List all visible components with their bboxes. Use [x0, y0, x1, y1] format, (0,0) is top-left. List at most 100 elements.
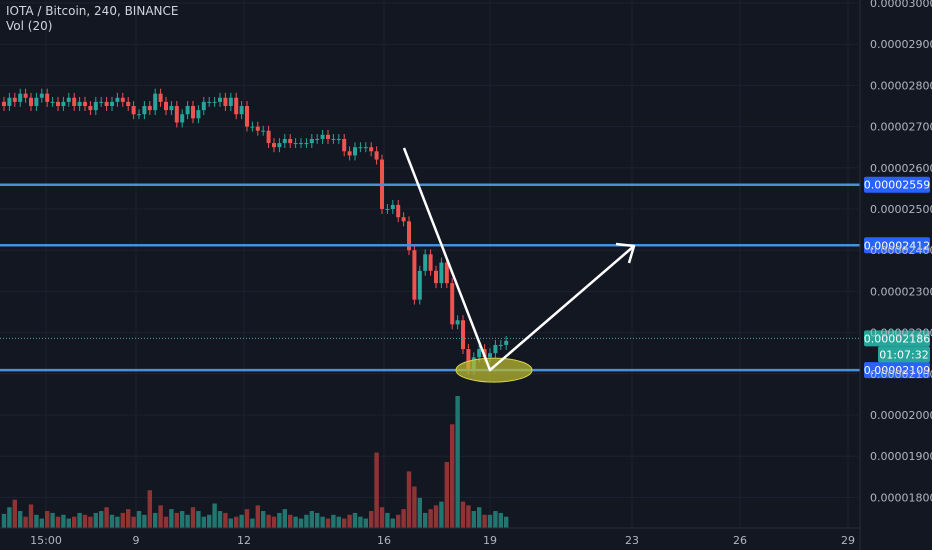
level-price-label: 0.00002109 — [864, 364, 930, 377]
candle-body — [309, 138, 314, 144]
candle-body — [169, 106, 174, 111]
candle-body — [218, 97, 222, 102]
volume-bar — [12, 499, 17, 528]
volume-bar — [450, 424, 455, 528]
candle-body — [374, 151, 379, 160]
volume-bar — [309, 511, 314, 528]
volume-bar — [190, 507, 196, 528]
volume-bar — [293, 516, 298, 528]
volume-bar — [109, 514, 115, 528]
horizontal-levels[interactable]: 0.00002559 0.00002412 0.00002109 0.00002186… — [0, 176, 930, 379]
volume-bar — [147, 490, 152, 528]
candle-body — [23, 93, 28, 98]
candle-body — [396, 204, 401, 218]
volume-bar — [34, 514, 39, 528]
volume-bar — [88, 516, 93, 528]
candle-body — [201, 101, 206, 111]
volume-bar — [417, 497, 422, 528]
candle-body — [56, 101, 60, 106]
candle-body — [434, 270, 438, 284]
candle-body — [347, 151, 352, 156]
candle-body — [466, 349, 471, 370]
candle-body — [299, 143, 303, 145]
volume-bar — [7, 507, 12, 528]
volume-bar — [315, 512, 320, 528]
candle-body — [126, 101, 131, 106]
candle-body — [412, 250, 417, 300]
candle-body — [83, 101, 87, 106]
price-tick-label: 0.00002800 — [870, 79, 932, 92]
candle-body — [228, 97, 233, 106]
level-price-badge — [864, 237, 930, 254]
candle-body — [488, 353, 492, 358]
price-tick-label: 0.00002100 — [870, 368, 932, 381]
volume-bar — [277, 512, 282, 528]
volume-bar — [228, 518, 233, 528]
candle-body — [385, 209, 390, 210]
candle-body — [196, 110, 201, 119]
volume-bar — [61, 514, 66, 528]
countdown-label: 01:07:32 — [879, 348, 928, 361]
price-axis[interactable]: 0.00003000 0.00002900 0.00002800 0.00002700… — [859, 0, 932, 550]
volume-bar — [239, 514, 244, 528]
volume-bar — [1, 513, 7, 528]
volume-bars — [1, 396, 509, 528]
candle-body — [293, 143, 298, 145]
candle-body — [88, 106, 93, 111]
candle-body — [66, 97, 71, 102]
volume-bar — [271, 516, 277, 528]
volume-bar — [77, 512, 82, 528]
candle-body — [428, 254, 433, 271]
candle-body — [104, 101, 109, 106]
volume-bar — [104, 507, 109, 528]
candle-body — [174, 106, 179, 123]
candle-body — [212, 101, 217, 103]
volume-bar — [39, 518, 44, 528]
drawing-annotations[interactable] — [402, 147, 636, 383]
candle-body — [363, 147, 368, 149]
volume-bar — [244, 509, 250, 528]
volume-bar — [460, 501, 466, 528]
candle-body — [342, 138, 347, 152]
candle-body — [158, 93, 163, 102]
ellipse-highlight — [455, 357, 533, 383]
candle-body — [266, 130, 271, 144]
candle-body — [245, 106, 249, 127]
price-tick-label: 0.00002500 — [870, 203, 932, 216]
volume-bar — [423, 512, 428, 528]
candle-body — [315, 138, 320, 140]
candle-body — [498, 344, 503, 346]
price-tick-label: 0.00002400 — [870, 244, 932, 257]
volume-bar — [347, 514, 352, 528]
volume-bar — [120, 512, 125, 528]
candle-body — [191, 106, 195, 119]
candle-body — [272, 143, 276, 148]
volume-bar — [412, 486, 417, 528]
volume-bar — [131, 516, 136, 528]
volume-bar — [288, 514, 293, 528]
time-tick-label: 29 — [841, 534, 855, 547]
volume-bar — [471, 511, 476, 528]
price-tick-label: 0.00003000 — [870, 0, 932, 10]
volume-bar — [82, 514, 88, 528]
candle-body — [50, 101, 55, 103]
volume-bar — [444, 462, 449, 528]
candle-body — [131, 106, 136, 115]
volume-bar — [136, 511, 142, 528]
countdown-badge — [878, 346, 930, 363]
candle-body — [331, 138, 336, 140]
level-price-badge — [864, 362, 930, 379]
candle-body — [120, 97, 125, 102]
time-tick-label: 16 — [377, 534, 391, 547]
candle-body — [455, 320, 460, 325]
volume-bar — [374, 452, 379, 528]
volume-bar — [223, 512, 228, 528]
time-axis[interactable]: 15:00 9 12 16 19 23 26 29 — [0, 527, 860, 547]
volume-bar — [207, 514, 212, 528]
time-tick-label: 12 — [237, 534, 251, 547]
volume-bar — [212, 503, 217, 528]
volume-bar — [201, 516, 206, 528]
candle-body — [326, 134, 330, 139]
last-price-badge — [864, 330, 930, 347]
